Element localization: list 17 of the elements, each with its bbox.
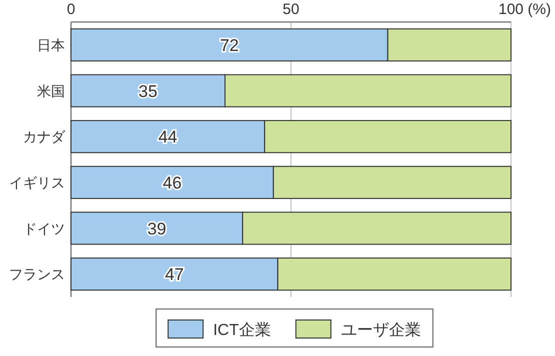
legend-label: ICT企業: [213, 321, 271, 339]
y-tick-label: 日本: [37, 36, 65, 53]
legend-label: ユーザ企業: [340, 321, 421, 339]
x-tick-label: 50: [282, 1, 300, 18]
data-label: 47: [164, 265, 184, 284]
y-tick-label: カナダ: [23, 128, 66, 145]
data-label: 46: [162, 173, 182, 192]
x-tick-label: 100 (%): [498, 1, 552, 18]
y-tick-label: 米国: [37, 82, 65, 99]
y-tick-label: イギリス: [9, 174, 65, 190]
data-label: 35: [138, 82, 158, 101]
y-tick-label: ドイツ: [23, 220, 65, 236]
data-label: 44: [158, 128, 178, 147]
x-tick-label: 0: [66, 1, 76, 18]
y-tick-label: フランス: [9, 266, 65, 282]
data-label: 72: [220, 36, 239, 55]
data-label: 39: [147, 219, 166, 238]
